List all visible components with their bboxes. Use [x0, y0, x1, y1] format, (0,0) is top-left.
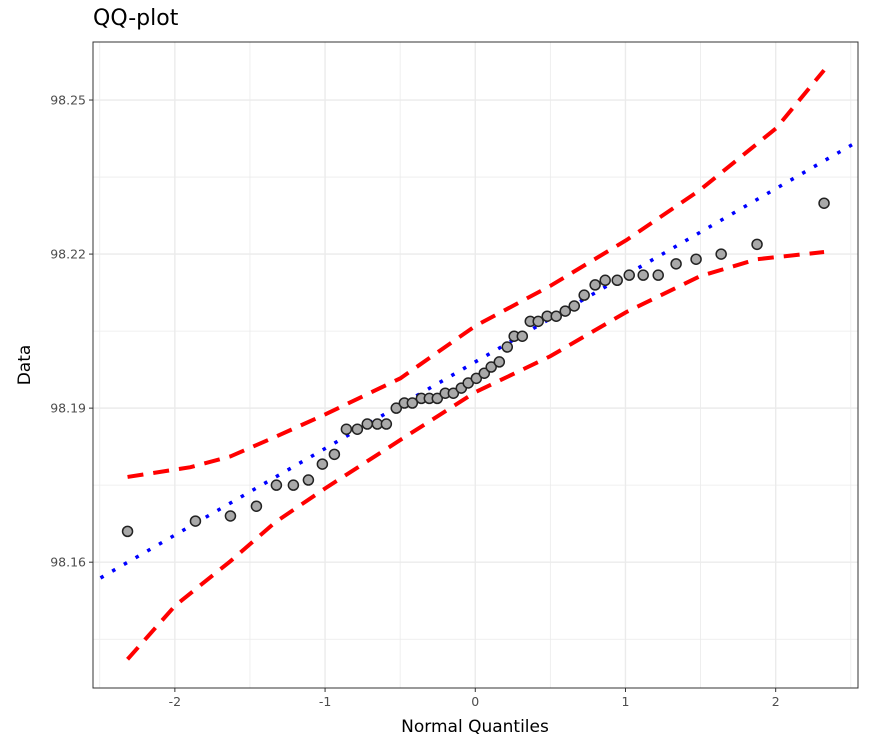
data-point: [470, 372, 483, 385]
data-point: [380, 418, 393, 430]
data-point: [550, 310, 562, 322]
x-tick-label: -1: [319, 694, 331, 709]
grid: [93, 42, 858, 688]
x-tick-label: 2: [772, 694, 780, 709]
data-point: [501, 341, 514, 353]
data-point: [302, 474, 315, 486]
data-point: [361, 418, 374, 430]
data-point: [328, 448, 341, 461]
data-point: [406, 397, 419, 409]
data-point: [532, 315, 544, 328]
data-point: [316, 458, 329, 470]
data-point: [287, 479, 300, 491]
data-point: [390, 402, 403, 414]
y-tick-label: 98.19: [50, 401, 86, 416]
data-point: [493, 356, 506, 368]
y-tick-label: 98.22: [50, 247, 86, 262]
confidence-bands: [126, 68, 826, 661]
x-tick-label: 1: [622, 694, 630, 709]
reference-line-group: [99, 143, 853, 580]
data-point: [559, 305, 571, 317]
data-point: [121, 525, 134, 538]
y-axis-label: Data: [15, 345, 35, 386]
data-point: [224, 510, 237, 522]
upper-confidence-band: [127, 68, 826, 479]
data-point: [485, 361, 497, 373]
data-point: [447, 387, 460, 399]
x-axis-label: Normal Quantiles: [401, 717, 549, 737]
data-point: [670, 258, 682, 270]
x-tick-label: 0: [471, 694, 479, 709]
data-point: [340, 423, 353, 435]
chart-title: QQ-plot: [93, 6, 179, 31]
data-points: [121, 197, 830, 538]
lower-confidence-band: [126, 250, 825, 661]
y-tick-label: 98.16: [50, 555, 86, 570]
y-axis-ticks: 98.16 98.19 98.22 98.25: [50, 93, 93, 570]
data-point: [589, 279, 601, 291]
data-point: [578, 289, 590, 301]
x-tick-label: -2: [169, 694, 181, 709]
data-point: [690, 253, 702, 265]
reference-line: [99, 143, 853, 580]
data-point: [431, 392, 444, 405]
data-point: [623, 269, 635, 281]
data-point: [351, 423, 364, 435]
data-point: [637, 269, 649, 281]
data-point: [611, 274, 623, 287]
data-point: [250, 500, 263, 512]
data-point: [751, 238, 763, 251]
data-point: [599, 274, 611, 287]
data-point: [652, 269, 664, 281]
data-point: [270, 479, 283, 491]
data-point: [189, 515, 202, 527]
data-point: [568, 300, 581, 312]
x-axis-ticks: -2 -1 0 1 2: [169, 688, 780, 709]
data-point: [818, 197, 830, 209]
y-tick-label: 98.25: [50, 93, 86, 108]
data-point: [516, 330, 529, 342]
data-point: [715, 248, 727, 260]
